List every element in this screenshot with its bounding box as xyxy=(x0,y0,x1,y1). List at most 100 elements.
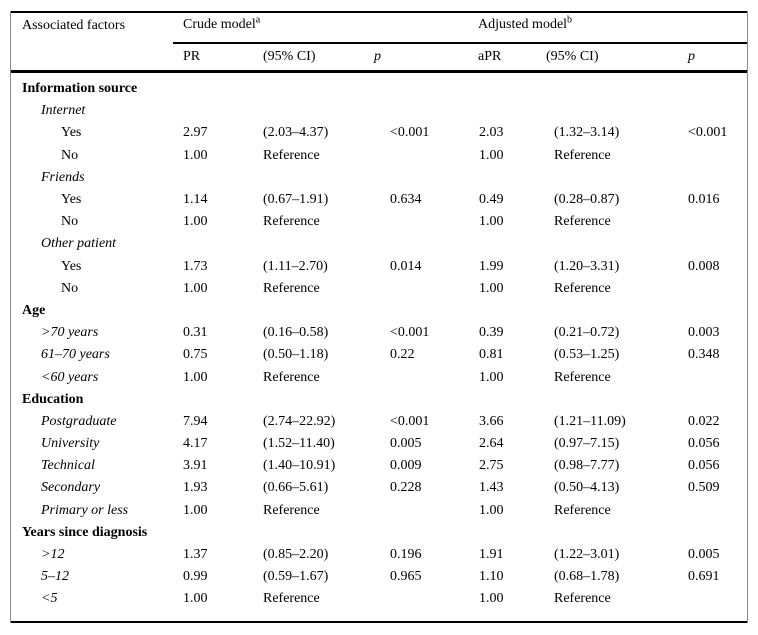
cell: <0.001 xyxy=(688,125,728,141)
row-label: Age xyxy=(22,302,46,318)
row-label: No xyxy=(61,214,79,230)
cell: Reference xyxy=(554,502,611,518)
cell: 0.056 xyxy=(688,458,720,474)
column-header-associated-factors: Associated factors xyxy=(22,18,125,34)
cell: 0.005 xyxy=(390,436,422,452)
cell: 1.00 xyxy=(479,369,504,385)
row-label: <5 xyxy=(41,591,58,607)
cell: 0.009 xyxy=(390,458,422,474)
row-label: No xyxy=(61,280,79,296)
cell: 0.634 xyxy=(390,192,422,208)
cell: 2.64 xyxy=(479,436,504,452)
row-label: Postgraduate xyxy=(41,413,117,429)
row-label: No xyxy=(61,147,79,163)
cell: <0.001 xyxy=(390,325,430,341)
header-group-underline xyxy=(173,42,748,44)
cell: 2.75 xyxy=(479,458,504,474)
row-label: >12 xyxy=(41,547,65,563)
cell: 1.00 xyxy=(479,280,504,296)
row-label: 5–12 xyxy=(41,569,69,585)
cell: (2.03–4.37) xyxy=(263,125,329,141)
cell: 1.00 xyxy=(183,214,208,230)
cell: Reference xyxy=(263,369,320,385)
cell: <0.001 xyxy=(390,125,430,141)
cell: 1.00 xyxy=(479,147,504,163)
cell: 0.49 xyxy=(479,192,504,208)
table-row: Yes 2.97 (2.03–4.37) <0.001 2.03 (1.32–3.14) <… xyxy=(10,122,748,144)
cell: (0.68–1.78) xyxy=(554,569,620,585)
row-label: University xyxy=(41,436,100,452)
table-row: Yes 1.73 (1.11–2.70) 0.014 1.99 (1.20–3.31) 0.… xyxy=(10,256,748,278)
table-row: Years since diagnosis xyxy=(10,522,748,544)
cell: 7.94 xyxy=(183,413,208,429)
header-rule xyxy=(10,70,748,73)
cell: 0.022 xyxy=(688,413,720,429)
cell: Reference xyxy=(554,214,611,230)
cell: (1.40–10.91) xyxy=(263,458,336,474)
row-label: Yes xyxy=(61,192,82,208)
table-row: Internet xyxy=(10,100,748,122)
bottom-rule xyxy=(10,621,748,623)
table-row: No 1.00 Reference 1.00 Reference xyxy=(10,278,748,300)
cell: 0.228 xyxy=(390,480,422,496)
row-label: 61–70 years xyxy=(41,347,110,363)
cell: Reference xyxy=(554,369,611,385)
cell: 2.97 xyxy=(183,125,208,141)
cell: 3.66 xyxy=(479,413,504,429)
row-label: Other patient xyxy=(41,236,117,252)
cell: 1.00 xyxy=(183,280,208,296)
column-group-adjusted-model: Adjusted modelb xyxy=(478,15,572,33)
cell: (0.85–2.20) xyxy=(263,547,329,563)
table-row: Other patient xyxy=(10,233,748,255)
row-label: <60 years xyxy=(41,369,99,385)
cell: 1.37 xyxy=(183,547,208,563)
cell: Reference xyxy=(554,280,611,296)
table-row: Yes 1.14 (0.67–1.91) 0.634 0.49 (0.28–0.87) 0.… xyxy=(10,189,748,211)
column-header-adjusted-ci: (95% CI) xyxy=(546,49,599,64)
cell: (0.59–1.67) xyxy=(263,569,329,585)
cell: 0.014 xyxy=(390,258,422,274)
cell: 4.17 xyxy=(183,436,208,452)
row-label: Primary or less xyxy=(41,502,129,518)
cell: 1.00 xyxy=(183,591,208,607)
cell: 1.00 xyxy=(183,147,208,163)
table-row: University 4.17 (1.52–11.40) 0.005 2.64 (0.97… xyxy=(10,433,748,455)
table-row: Information source xyxy=(10,78,748,100)
table-row: Primary or less 1.00 Reference 1.00 Referenc… xyxy=(10,500,748,522)
cell: 0.005 xyxy=(688,547,720,563)
row-label: Years since diagnosis xyxy=(22,524,148,540)
cell: 1.10 xyxy=(479,569,504,585)
cell: Reference xyxy=(263,214,320,230)
table-row: >12 1.37 (0.85–2.20) 0.196 1.91 (1.22–3.01) 0.… xyxy=(10,544,748,566)
column-header-crude-p: p xyxy=(374,49,381,64)
left-border xyxy=(10,11,11,623)
cell: 0.99 xyxy=(183,569,208,585)
cell: 1.91 xyxy=(479,547,504,563)
table-row: <5 1.00 Reference 1.00 Reference xyxy=(10,588,748,610)
table-row: Technical 3.91 (1.40–10.91) 0.009 2.75 (0.98–… xyxy=(10,455,748,477)
table-row: >70 years 0.31 (0.16–0.58) <0.001 0.39 (0.21–… xyxy=(10,322,748,344)
cell: (1.21–11.09) xyxy=(554,413,626,429)
cell: 0.965 xyxy=(390,569,422,585)
cell: (0.66–5.61) xyxy=(263,480,329,496)
cell: (0.98–7.77) xyxy=(554,458,620,474)
cell: 1.73 xyxy=(183,258,208,274)
adjusted-model-label: Adjusted model xyxy=(478,17,568,32)
cell: (1.20–3.31) xyxy=(554,258,620,274)
cell: (0.50–4.13) xyxy=(554,480,620,496)
cell: 3.91 xyxy=(183,458,208,474)
table-row: <60 years 1.00 Reference 1.00 Reference xyxy=(10,366,748,388)
column-group-crude-model: Crude modela xyxy=(183,15,260,33)
row-label: Internet xyxy=(41,103,86,119)
cell: (0.97–7.15) xyxy=(554,436,620,452)
cell: <0.001 xyxy=(390,413,430,429)
cell: 0.31 xyxy=(183,325,208,341)
row-label: Secondary xyxy=(41,480,101,496)
cell: (1.22–3.01) xyxy=(554,547,620,563)
row-label: Information source xyxy=(22,81,138,97)
row-label: Technical xyxy=(41,458,95,474)
column-header-adjusted-p: p xyxy=(688,49,695,64)
crude-model-label: Crude model xyxy=(183,17,256,32)
cell: Reference xyxy=(263,147,320,163)
table-row: No 1.00 Reference 1.00 Reference xyxy=(10,211,748,233)
